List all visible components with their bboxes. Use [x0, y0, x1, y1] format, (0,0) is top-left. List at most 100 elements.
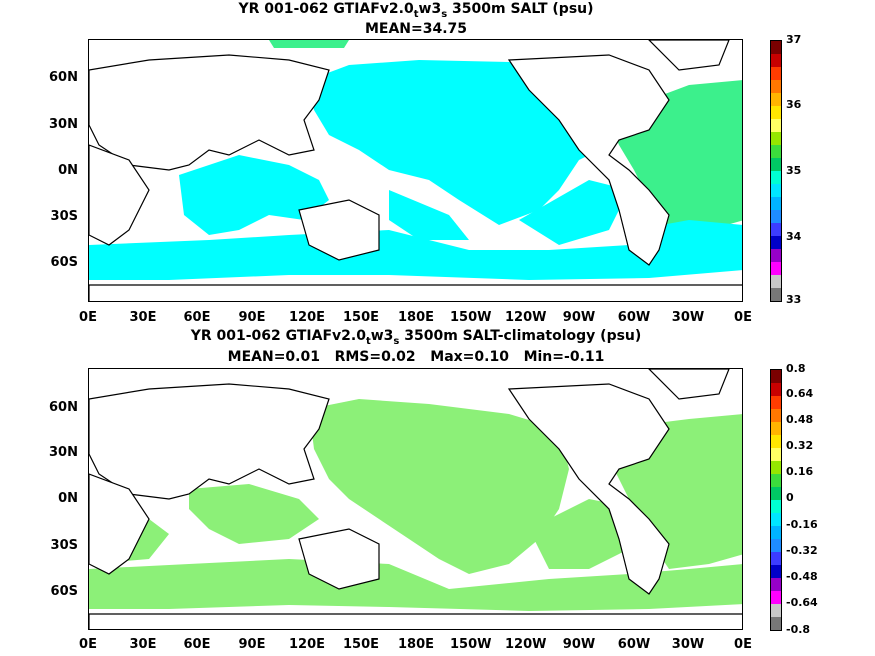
- top-map-svg: [89, 40, 742, 301]
- top-lon-0e: 0E: [79, 310, 97, 325]
- bottom-lon-30w: 30W: [671, 637, 705, 652]
- bottom-land-antarctica: [89, 613, 742, 629]
- bottom-lon-180e: 180E: [397, 637, 435, 652]
- top-colorbar-segment: [771, 223, 781, 236]
- top-colorbar-segment: [771, 210, 781, 223]
- top-title-suffix: 3500m SALT (psu): [447, 1, 594, 17]
- bottom-lon-60w: 60W: [617, 637, 651, 652]
- top-colorbar-segment: [771, 54, 781, 67]
- top-colorbar-segment: [771, 132, 781, 145]
- bottom-colorbar-segment: [771, 604, 781, 617]
- bottom-colorbar-segment: [771, 617, 781, 630]
- top-colorbar-segment: [771, 67, 781, 80]
- bottom-land-australia: [298, 528, 380, 590]
- top-colorbar-segment: [771, 236, 781, 249]
- top-cbar-label-37: 37: [786, 33, 802, 46]
- bottom-colorbar-segment: [771, 435, 781, 448]
- bottom-coastlines: [89, 369, 742, 629]
- top-cbar-label-33: 33: [786, 293, 802, 306]
- top-title-mid: w3: [418, 1, 442, 17]
- top-lon-0e-end: 0E: [734, 310, 752, 325]
- top-lon-30w: 30W: [671, 310, 705, 325]
- bottom-cbar-label-3: 0.32: [786, 439, 814, 452]
- top-title-sub1: t: [413, 8, 419, 20]
- top-land-greenland: [648, 40, 730, 71]
- bottom-colorbar-segment: [771, 383, 781, 396]
- bottom-colorbar-segment: [771, 552, 781, 565]
- top-lon-60w: 60W: [617, 310, 651, 325]
- bottom-lat-label-60s: 60S: [50, 584, 78, 599]
- top-colorbar-segment: [771, 171, 781, 184]
- top-title-sub2: s: [441, 8, 448, 20]
- top-colorbar: [770, 40, 782, 302]
- top-title-prefix: YR 001-062 GTIAFv2.0: [238, 1, 414, 17]
- bottom-cbar-label-2: 0.48: [786, 413, 814, 426]
- top-lon-120e: 120E: [288, 310, 326, 325]
- top-colorbar-segment: [771, 41, 781, 54]
- bottom-lon-90w: 90W: [562, 637, 596, 652]
- bottom-colorbar-segment: [771, 591, 781, 604]
- top-lat-label-60s: 60S: [50, 255, 78, 270]
- bottom-colorbar-segment: [771, 539, 781, 552]
- top-colorbar-segment: [771, 119, 781, 132]
- bottom-title-mid: w3: [370, 328, 394, 344]
- top-ocean-fill: [89, 60, 742, 280]
- top-map: [88, 39, 743, 302]
- bottom-colorbar-segment: [771, 513, 781, 526]
- top-colorbar-segment: [771, 262, 781, 275]
- bottom-colorbar-segment: [771, 526, 781, 539]
- bottom-title-sub2: s: [393, 335, 400, 347]
- top-colorbar-segment: [771, 197, 781, 210]
- bottom-lon-150e: 150E: [342, 637, 380, 652]
- top-colorbar-segment: [771, 158, 781, 171]
- bottom-lon-0e: 0E: [79, 637, 97, 652]
- top-land-africa: [89, 144, 150, 246]
- bottom-cbar-label-8: -0.48: [786, 570, 818, 583]
- bottom-lon-120e: 120E: [288, 637, 326, 652]
- top-lat-label-60n: 60N: [49, 70, 78, 85]
- bottom-colorbar-segment: [771, 487, 781, 500]
- top-lat-label-0n: 0N: [58, 163, 78, 178]
- bottom-land-africa: [89, 473, 150, 575]
- bottom-title-sub1: t: [365, 335, 371, 347]
- top-cbar-label-36: 36: [786, 98, 802, 111]
- top-lon-30e: 30E: [129, 310, 157, 325]
- bottom-colorbar-segment: [771, 565, 781, 578]
- top-cbar-label-35: 35: [786, 164, 802, 177]
- top-colorbar-segment: [771, 249, 781, 262]
- bottom-colorbar-segment: [771, 422, 781, 435]
- bottom-lon-0e-end: 0E: [734, 637, 752, 652]
- bottom-cbar-label-5: 0: [786, 491, 794, 504]
- bottom-lon-150w: 150W: [450, 637, 492, 652]
- bottom-title: YR 001-062 GTIAFv2.0tw3s 3500m SALT-clim…: [88, 327, 744, 351]
- bottom-colorbar-segment: [771, 396, 781, 409]
- bottom-cbar-label-9: -0.64: [786, 596, 818, 609]
- top-land-eurasia: [89, 54, 330, 171]
- top-coastlines: [89, 40, 742, 301]
- bottom-title-prefix: YR 001-062 GTIAFv2.0: [190, 328, 366, 344]
- top-colorbar-segment: [771, 80, 781, 93]
- top-colorbar-segment: [771, 275, 781, 288]
- top-land-australia: [298, 199, 380, 261]
- top-lon-60e: 60E: [183, 310, 211, 325]
- bottom-cbar-label-0: 0.8: [786, 362, 806, 375]
- bottom-colorbar-segment: [771, 578, 781, 591]
- bottom-lat-label-60n: 60N: [49, 400, 78, 415]
- bottom-map: [88, 368, 743, 630]
- top-colorbar-segment: [771, 93, 781, 106]
- bottom-colorbar-segment: [771, 474, 781, 487]
- top-lat-label-30n: 30N: [49, 117, 78, 132]
- bottom-lon-60e: 60E: [183, 637, 211, 652]
- top-lon-150w: 150W: [450, 310, 492, 325]
- bottom-lon-120w: 120W: [505, 637, 547, 652]
- top-lat-label-30s: 30S: [50, 209, 78, 224]
- top-colorbar-segment: [771, 184, 781, 197]
- top-subtitle: MEAN=34.75: [364, 21, 468, 37]
- top-lon-120w: 120W: [505, 310, 547, 325]
- bottom-cbar-label-7: -0.32: [786, 544, 818, 557]
- top-land-antarctica: [89, 284, 742, 301]
- bottom-cbar-label-1: 0.64: [786, 387, 814, 400]
- bottom-colorbar-segment: [771, 409, 781, 422]
- bottom-lat-label-0n: 0N: [58, 491, 78, 506]
- bottom-title-suffix: 3500m SALT-climatology (psu): [399, 328, 642, 344]
